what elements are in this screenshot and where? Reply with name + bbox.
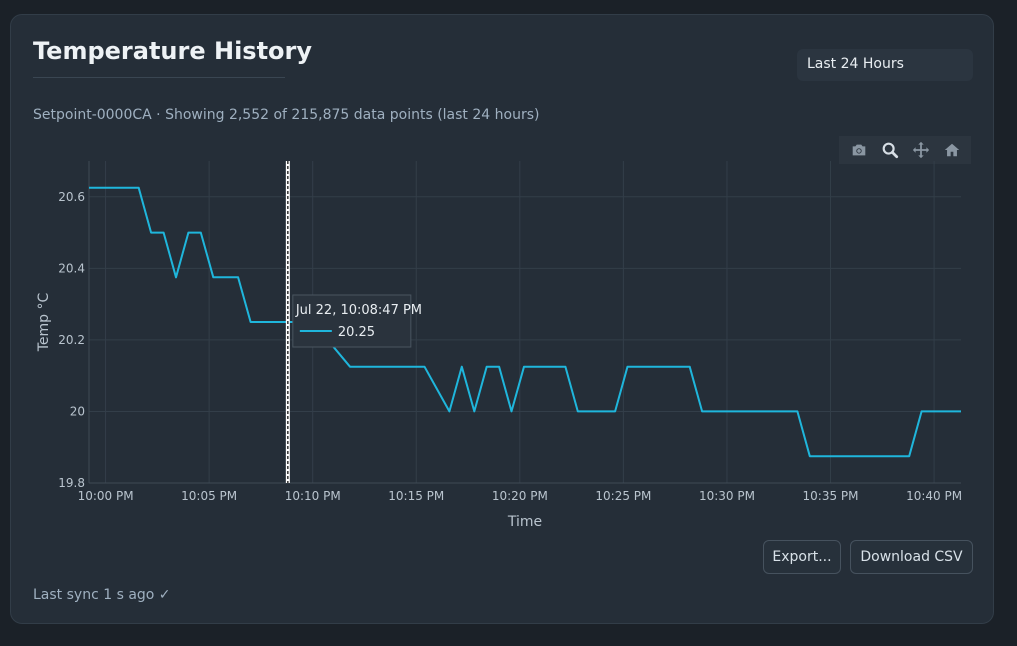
y-tick-label: 20.6: [58, 190, 85, 204]
temperature-history-card: Temperature History Last 24 Hours Setpoi…: [10, 14, 994, 624]
y-tick-label: 20.2: [58, 333, 85, 347]
data-summary: Setpoint-0000CA · Showing 2,552 of 215,8…: [33, 107, 540, 123]
time-range-select[interactable]: Last 24 Hours: [797, 49, 973, 81]
x-tick-label: 10:10 PM: [285, 489, 341, 503]
hover-tooltip: [292, 294, 412, 348]
export-button[interactable]: Export...: [763, 540, 841, 574]
x-tick-label: 10:15 PM: [388, 489, 444, 503]
x-tick-label: 10:05 PM: [181, 489, 237, 503]
home-icon[interactable]: [941, 139, 963, 161]
x-axis-label: Time: [507, 514, 542, 530]
y-tick-label: 20.4: [58, 261, 85, 275]
x-tick-label: 10:00 PM: [78, 489, 134, 503]
last-sync-status: Last sync 1 s ago ✓: [33, 587, 171, 603]
zoom-icon[interactable]: [879, 139, 901, 161]
x-tick-label: 10:35 PM: [803, 489, 859, 503]
x-tick-label: 10:25 PM: [595, 489, 651, 503]
camera-icon[interactable]: [848, 139, 870, 161]
y-tick-label: 19.8: [58, 476, 85, 490]
hover-indicator: Jul 22, 10:08:47 PM 20.25: [285, 161, 422, 483]
download-csv-button[interactable]: Download CSV: [850, 540, 973, 574]
x-tick-label: 10:40 PM: [906, 489, 962, 503]
x-axis-ticks: 10:00 PM 10:05 PM 10:10 PM 10:15 PM 10:20 PM…: [78, 489, 963, 503]
pan-icon[interactable]: [910, 139, 932, 161]
page-title: Temperature History: [33, 37, 313, 65]
temperature-chart[interactable]: 10:00 PM 10:05 PM 10:10 PM 10:15 PM 10:20 PM…: [11, 15, 995, 625]
tooltip-value: 20.25: [338, 325, 375, 340]
x-tick-label: 10:30 PM: [699, 489, 755, 503]
y-tick-label: 20: [70, 404, 85, 418]
temperature-series-line: [89, 186, 961, 458]
chart-modebar: [839, 136, 971, 164]
title-divider: [33, 77, 285, 78]
chart-grid: [88, 161, 961, 484]
tooltip-time: Jul 22, 10:08:47 PM: [295, 303, 422, 318]
y-axis-label: Temp °C: [36, 293, 52, 353]
x-tick-label: 10:20 PM: [492, 489, 548, 503]
y-axis-ticks: 19.8 20 20.2 20.4 20.6: [58, 190, 85, 490]
